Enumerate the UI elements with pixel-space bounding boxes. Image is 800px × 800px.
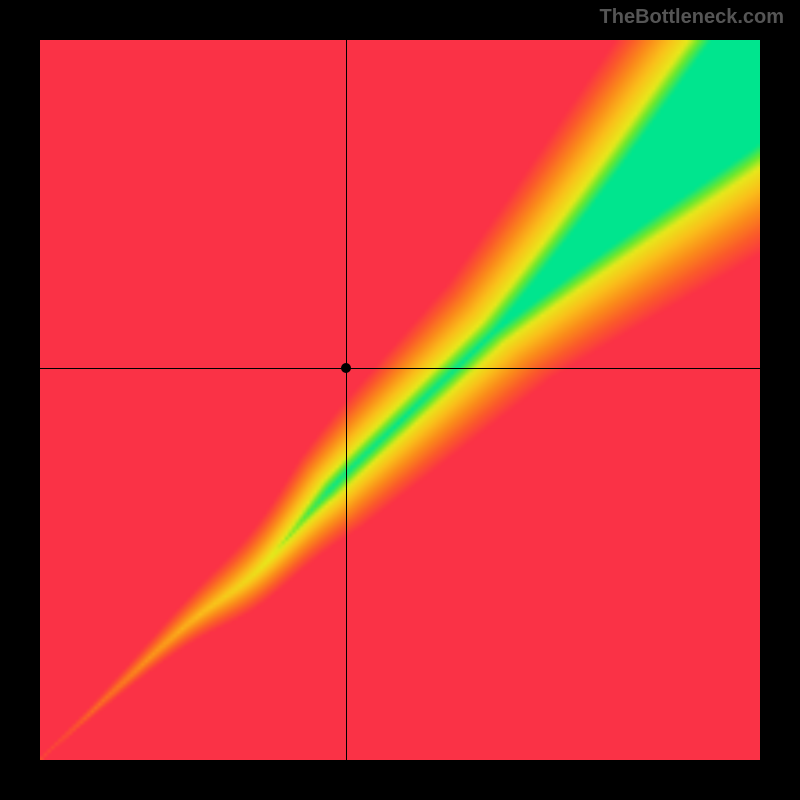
crosshair-vertical	[346, 40, 347, 760]
crosshair-horizontal	[40, 368, 760, 369]
plot-area	[40, 40, 760, 760]
heatmap-canvas	[40, 40, 760, 760]
crosshair-marker	[341, 363, 351, 373]
attribution-text: TheBottleneck.com	[600, 6, 784, 29]
